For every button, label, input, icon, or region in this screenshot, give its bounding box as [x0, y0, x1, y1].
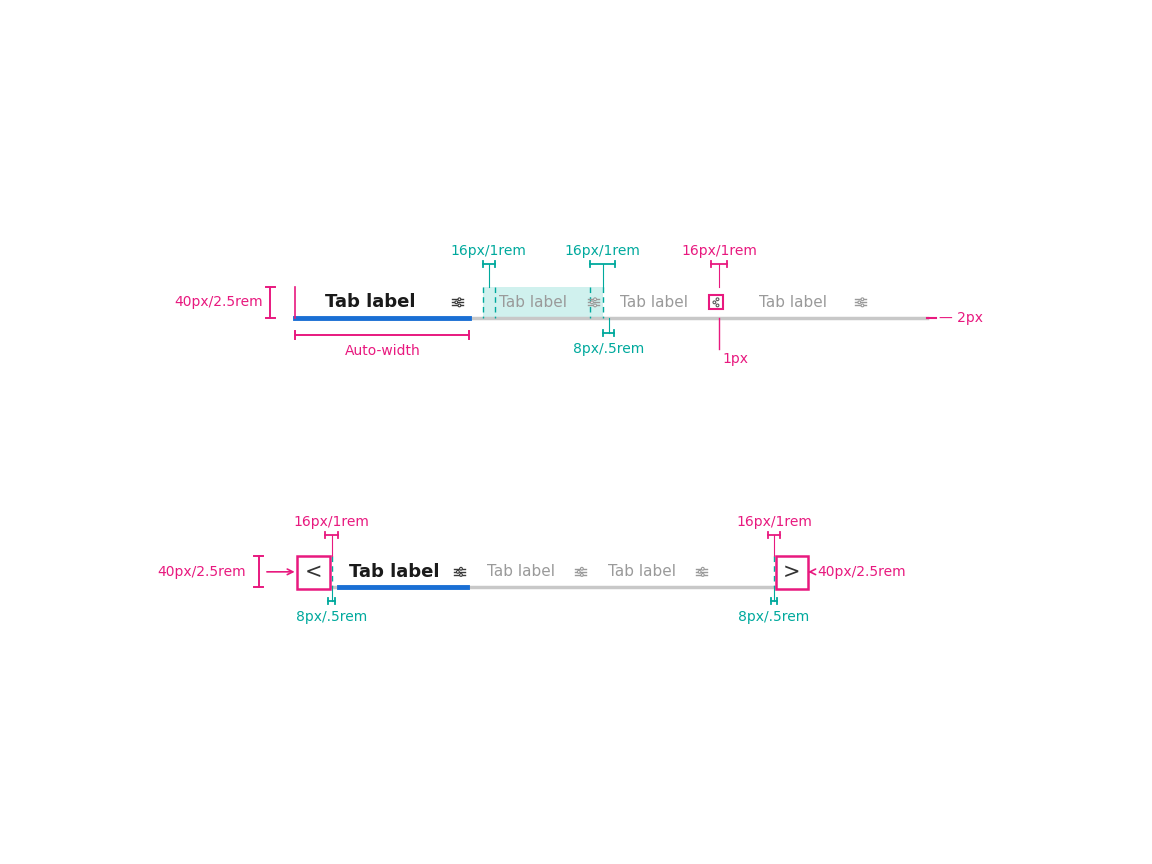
Text: Tab label: Tab label [325, 294, 416, 311]
Circle shape [593, 304, 597, 307]
Text: Tab label: Tab label [349, 562, 439, 581]
Text: — 2px: — 2px [939, 311, 983, 325]
Circle shape [713, 301, 715, 304]
Circle shape [861, 304, 864, 307]
Circle shape [717, 298, 719, 301]
Text: 40px/2.5rem: 40px/2.5rem [158, 565, 247, 579]
Text: <: < [305, 562, 323, 581]
Text: 8px/.5rem: 8px/.5rem [573, 342, 644, 356]
Text: 1px: 1px [723, 352, 749, 365]
Text: 8px/.5rem: 8px/.5rem [738, 610, 810, 625]
Text: Tab label: Tab label [608, 564, 676, 580]
Bar [708, 295, 723, 309]
Text: 16px/1rem: 16px/1rem [294, 515, 370, 529]
Text: 40px/2.5rem: 40px/2.5rem [818, 565, 907, 579]
Bar [775, 556, 809, 588]
Circle shape [460, 574, 462, 576]
Circle shape [702, 568, 704, 570]
Circle shape [581, 574, 583, 576]
Circle shape [593, 298, 597, 301]
Text: 16px/1rem: 16px/1rem [736, 515, 812, 529]
Text: 16px/1rem: 16px/1rem [564, 244, 641, 257]
Text: Tab label: Tab label [759, 295, 827, 310]
Circle shape [455, 301, 457, 304]
Bar [297, 556, 329, 588]
Text: 40px/2.5rem: 40px/2.5rem [174, 295, 263, 309]
Circle shape [858, 301, 861, 304]
Text: Tab label: Tab label [487, 564, 555, 580]
Circle shape [702, 574, 704, 576]
Text: Tab label: Tab label [500, 295, 568, 310]
Circle shape [460, 568, 462, 570]
Text: Auto-width: Auto-width [344, 344, 420, 358]
Circle shape [577, 570, 581, 573]
Circle shape [458, 304, 461, 307]
Circle shape [698, 570, 702, 573]
Bar [483, 287, 602, 318]
Circle shape [581, 568, 583, 570]
Circle shape [591, 301, 593, 304]
Circle shape [456, 570, 460, 573]
Circle shape [861, 298, 864, 301]
Text: 16px/1rem: 16px/1rem [450, 244, 526, 257]
Text: 8px/.5rem: 8px/.5rem [296, 610, 367, 625]
Circle shape [717, 304, 719, 307]
Text: >: > [783, 562, 801, 581]
Text: 16px/1rem: 16px/1rem [681, 244, 757, 257]
Circle shape [458, 298, 461, 301]
Text: Tab label: Tab label [620, 295, 689, 310]
